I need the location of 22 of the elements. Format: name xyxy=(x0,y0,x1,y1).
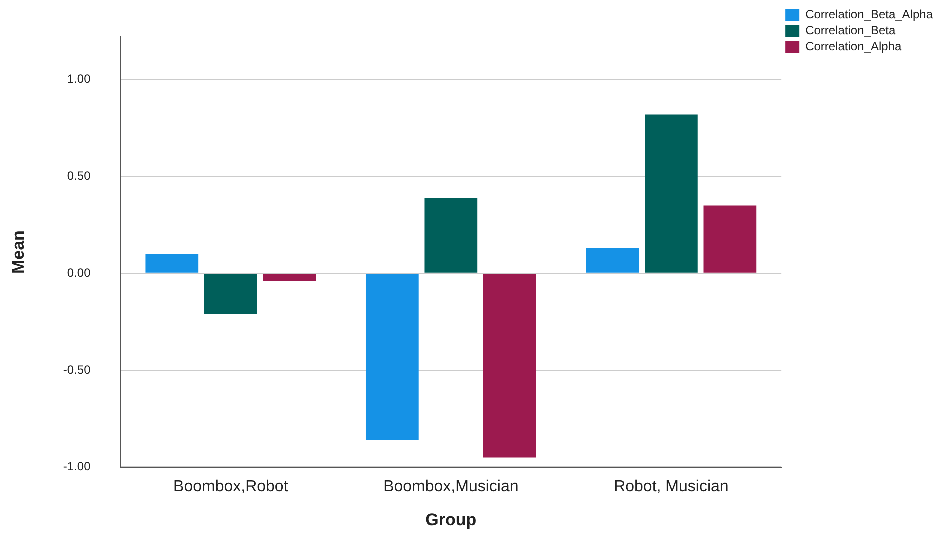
bar xyxy=(704,206,757,273)
bar xyxy=(146,254,199,273)
y-tick-label: 0.00 xyxy=(67,266,92,280)
y-axis-title: Mean xyxy=(8,230,28,274)
bar xyxy=(204,274,258,314)
legend-label: Correlation_Alpha xyxy=(806,39,902,54)
x-tick-label: Boombox,Musician xyxy=(384,478,519,496)
y-tick-label: -1.00 xyxy=(63,460,92,474)
bar xyxy=(483,274,536,458)
bar xyxy=(645,114,698,273)
bar xyxy=(586,248,640,273)
bar xyxy=(366,274,419,440)
x-axis-title: Group xyxy=(426,510,477,530)
y-tick-label: 0.50 xyxy=(67,169,92,184)
x-tick-label: Boombox,Robot xyxy=(174,478,289,496)
legend-label: Correlation_Beta_Alpha xyxy=(806,7,934,22)
y-tick-label: 1.00 xyxy=(67,72,92,86)
legend-label: Correlation_Beta xyxy=(806,23,896,38)
bar xyxy=(424,198,478,273)
y-tick-label: -0.50 xyxy=(63,362,92,377)
x-tick-label: Robot, Musician xyxy=(614,478,729,496)
bar xyxy=(263,274,316,282)
